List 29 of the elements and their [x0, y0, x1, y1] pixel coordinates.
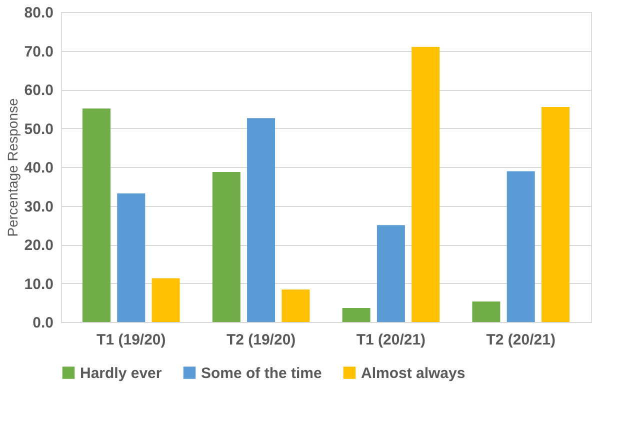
legend-label: Almost always — [361, 364, 466, 382]
bar — [247, 118, 276, 322]
x-tick-label: T2 (20/21) — [486, 332, 556, 348]
y-tick-label: 50.0 — [24, 120, 54, 138]
bar — [541, 106, 570, 322]
y-tick-label: 60.0 — [24, 82, 54, 99]
bar — [376, 225, 405, 322]
x-tick-label: T1 (19/20) — [96, 332, 166, 348]
bar — [152, 278, 180, 322]
y-tick-label: 80.0 — [24, 4, 54, 22]
y-tick-label: 20.0 — [24, 237, 54, 254]
x-tick-label: T2 (19/20) — [226, 332, 296, 348]
bar — [472, 301, 500, 322]
bar — [342, 308, 370, 322]
y-axis-title: Percentage Response — [4, 98, 20, 237]
y-tick-label: 10.0 — [24, 276, 54, 293]
bar — [412, 46, 440, 322]
y-tick-label: 40.0 — [24, 160, 54, 176]
legend-label: Hardly ever — [80, 364, 162, 382]
bar — [212, 172, 240, 322]
y-tick-label: 70.0 — [24, 43, 54, 60]
x-tick-label: T1 (20/21) — [356, 332, 426, 348]
bar — [82, 108, 111, 322]
bar — [117, 193, 146, 322]
y-tick-label: 0.0 — [32, 314, 54, 332]
y-tick-label: 30.0 — [24, 198, 54, 216]
bar — [282, 289, 310, 322]
legend-label: Some of the time — [201, 364, 322, 382]
bar — [506, 171, 535, 322]
